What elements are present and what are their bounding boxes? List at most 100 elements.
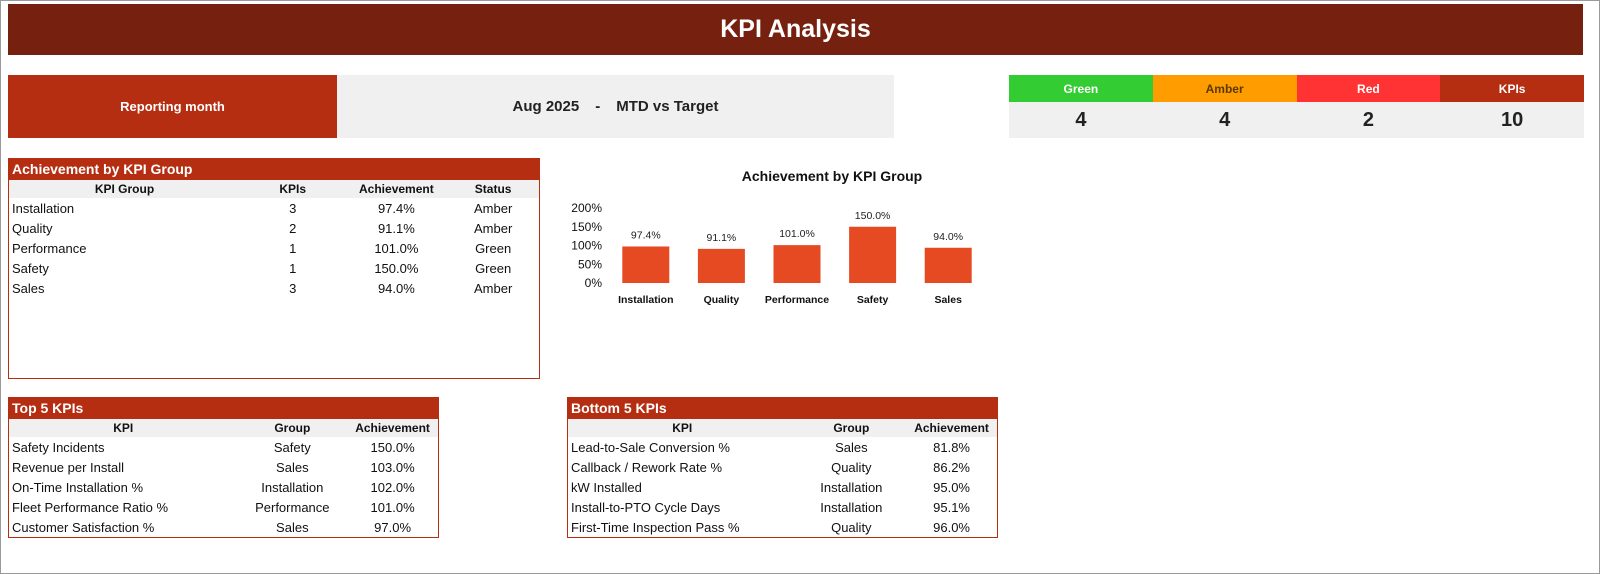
column-header[interactable]: KPIs (240, 180, 346, 198)
reporting-mode: MTD vs Target (616, 98, 719, 115)
kpi-name-cell: Revenue per Install (12, 459, 125, 475)
status-green: Green 4 (1009, 75, 1153, 138)
y-tick-label: 100% (571, 239, 602, 253)
group-cell: Installation (261, 479, 324, 495)
kpi-name-cell: Safety Incidents (12, 439, 105, 455)
kpi-name-cell: Customer Satisfaction % (12, 519, 155, 535)
status-red-label: Red (1296, 75, 1441, 102)
status-cell: Amber (473, 200, 513, 216)
achievement-cell: 101.0% (370, 499, 415, 515)
table-header-row: KPI Group Achievement (568, 419, 997, 437)
status-green-label: Green (1009, 75, 1153, 102)
reporting-month: Aug 2025 (512, 98, 580, 115)
data-label: 150.0% (855, 210, 891, 222)
kpi-group-cell: Safety (12, 260, 49, 276)
table-row[interactable]: Installation 3 97.4% Amber (9, 198, 539, 218)
achievement-cell: 102.0% (370, 479, 415, 495)
kpi-count-cell: 1 (289, 240, 297, 256)
kpi-name-cell: Install-to-PTO Cycle Days (571, 499, 721, 515)
status-cell: Amber (473, 220, 513, 236)
kpi-group-cell: Installation (12, 200, 75, 216)
table-header-row: KPI Group KPIs Achievement Status (9, 180, 539, 198)
column-header[interactable]: Status (447, 180, 539, 198)
group-cell: Sales (276, 459, 309, 475)
table-row[interactable]: Lead-to-Sale Conversion % Sales 81.8% (568, 437, 997, 457)
table-row[interactable]: Customer Satisfaction % Sales 97.0% (9, 517, 438, 537)
x-tick-label: Performance (765, 294, 829, 306)
kpi-name-cell: Lead-to-Sale Conversion % (571, 439, 730, 455)
kpi-count-cell: 3 (289, 280, 297, 296)
bar[interactable] (773, 245, 821, 283)
table-row[interactable]: On-Time Installation % Installation 102.… (9, 477, 438, 497)
table-header-row: KPI Group Achievement (9, 419, 438, 437)
achievement-cell: 103.0% (370, 459, 415, 475)
column-header[interactable]: Achievement (906, 419, 997, 437)
x-tick-label: Installation (618, 294, 673, 306)
data-label: 94.0% (933, 231, 963, 243)
table-row[interactable]: Quality 2 91.1% Amber (9, 218, 539, 238)
data-label: 101.0% (779, 228, 815, 240)
bar[interactable] (697, 248, 745, 283)
table-row[interactable]: kW Installed Installation 95.0% (568, 477, 997, 497)
column-header[interactable]: Group (237, 419, 348, 437)
status-amber-label: Amber (1152, 75, 1297, 102)
status-amber-count: 4 (1152, 102, 1297, 138)
achievement-cell: 97.0% (374, 519, 412, 535)
top5-panel: Top 5 KPIs KPI Group Achievement Safety … (8, 397, 439, 538)
kpi-name-cell: kW Installed (571, 479, 642, 495)
bar[interactable] (924, 247, 972, 283)
status-red: Red 2 (1296, 75, 1441, 138)
reporting-month-value[interactable]: Aug 2025 - MTD vs Target (337, 75, 894, 138)
top5-table: KPI Group Achievement Safety Incidents S… (9, 419, 438, 537)
chart-title: Achievement by KPI Group (741, 168, 923, 184)
achievement-bar-chart[interactable]: 0% 50% 100% 150% 200% 97.4% Installation 91.1% Q… (570, 196, 1000, 321)
kpi-name-cell: On-Time Installation % (12, 479, 144, 495)
y-tick-label: 50% (578, 257, 602, 271)
table-row[interactable]: First-Time Inspection Pass % Quality 96.… (568, 517, 997, 537)
data-label: 97.4% (631, 229, 661, 241)
achievement-cell: 91.1% (377, 220, 415, 236)
column-header[interactable]: KPI (9, 419, 238, 437)
column-header[interactable]: KPI (568, 419, 797, 437)
column-header[interactable]: Achievement (347, 419, 438, 437)
x-tick-label: Quality (704, 294, 740, 306)
status-kpis: KPIs 10 (1440, 75, 1584, 138)
data-label: 91.1% (707, 232, 737, 244)
table-row[interactable]: Sales 3 94.0% Amber (9, 278, 539, 298)
table-row[interactable]: Revenue per Install Sales 103.0% (9, 457, 438, 477)
bottom5-title: Bottom 5 KPIs (568, 398, 997, 419)
bottom5-panel: Bottom 5 KPIs KPI Group Achievement Lead… (567, 397, 998, 538)
table-row[interactable]: Performance 1 101.0% Green (9, 238, 539, 258)
column-header[interactable]: KPI Group (9, 180, 240, 198)
table-row[interactable]: Callback / Rework Rate % Quality 86.2% (568, 457, 997, 477)
column-header[interactable]: Group (796, 419, 907, 437)
table-row[interactable]: Safety 1 150.0% Green (9, 258, 539, 278)
kpi-count-cell: 2 (289, 220, 297, 236)
achievement-cell: 150.0% (370, 439, 415, 455)
column-header[interactable]: Achievement (345, 180, 448, 198)
status-red-count: 2 (1296, 102, 1441, 138)
y-tick-label: 150% (571, 220, 602, 234)
status-cell: Amber (473, 280, 513, 296)
group-cell: Performance (255, 499, 330, 515)
group-cell: Quality (831, 519, 872, 535)
status-kpis-count: 10 (1440, 102, 1584, 138)
table-row[interactable]: Install-to-PTO Cycle Days Installation 9… (568, 497, 997, 517)
status-cell: Green (475, 260, 512, 276)
table-row[interactable]: Safety Incidents Safety 150.0% (9, 437, 438, 457)
achievement-cell: 86.2% (933, 459, 970, 475)
group-cell: Sales (276, 519, 309, 535)
bottom5-table: KPI Group Achievement Lead-to-Sale Conve… (568, 419, 997, 537)
group-cell: Safety (273, 439, 311, 455)
page-title: KPI Analysis (8, 4, 1583, 55)
top5-title: Top 5 KPIs (9, 398, 438, 419)
group-table-panel: Achievement by KPI Group KPI Group KPIs … (8, 158, 540, 379)
achievement-cell: 95.1% (933, 499, 970, 515)
bar[interactable] (622, 246, 670, 283)
kpi-name-cell: Fleet Performance Ratio % (12, 499, 169, 515)
status-green-count: 4 (1009, 102, 1153, 138)
table-row[interactable]: Fleet Performance Ratio % Performance 10… (9, 497, 438, 517)
bar[interactable] (849, 226, 897, 283)
kpi-name-cell: Callback / Rework Rate % (571, 459, 722, 475)
status-cell: Green (475, 240, 512, 256)
